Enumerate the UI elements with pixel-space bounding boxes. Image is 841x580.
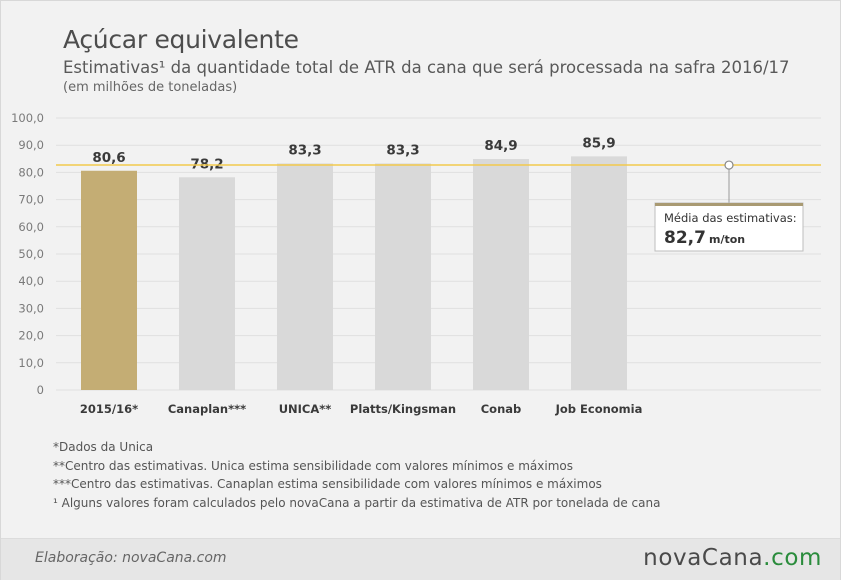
category-label: Platts/Kingsman	[350, 402, 456, 416]
category-label: Canaplan***	[168, 402, 246, 416]
y-tick-label: 90,0	[18, 138, 44, 152]
logo-suffix: .com	[763, 545, 822, 571]
bar	[81, 170, 137, 390]
average-callout-accent	[655, 203, 803, 206]
footnote: **Centro das estimativas. Unica estima s…	[53, 458, 573, 473]
logo-main: novaCana	[643, 545, 764, 571]
average-callout-label: Média das estimativas:	[664, 211, 797, 225]
novacana-logo: novaCana.com	[643, 545, 822, 571]
y-tick-label: 100,0	[11, 111, 44, 125]
bar	[473, 159, 529, 390]
footer-bar: Elaboração: novaCana.com novaCana.com	[1, 538, 840, 580]
y-tick-label: 20,0	[18, 329, 44, 343]
footnote: *Dados da Unica	[53, 440, 154, 454]
footnotes: *Dados da Unica **Centro das estimativas…	[53, 438, 660, 512]
y-tick-label: 60,0	[18, 220, 44, 234]
chart-unit-note: (em milhões de toneladas)	[63, 80, 238, 95]
bar-value-label: 84,9	[484, 138, 517, 154]
bar-chart: 0 10,0 20,0 30,0 40,0 50,0 60,0 70,0 80,0 90,0 100…	[11, 111, 821, 416]
category-label: Job Economia	[555, 402, 643, 416]
category-label: UNICA**	[279, 402, 332, 416]
bar	[179, 177, 235, 390]
bar	[571, 156, 627, 390]
bar-value-label: 83,3	[288, 142, 321, 158]
y-tick-label: 10,0	[18, 356, 44, 370]
y-tick-label: 50,0	[18, 247, 44, 261]
y-tick-label: 40,0	[18, 274, 44, 288]
bar-value-label: 85,9	[582, 135, 615, 151]
average-callout-box	[654, 202, 804, 252]
footnote: ¹ Alguns valores foram calculados pelo n…	[53, 495, 661, 510]
bar	[375, 163, 431, 390]
category-label: Conab	[481, 402, 522, 416]
bar	[277, 163, 333, 390]
credit-text: Elaboração: novaCana.com	[35, 550, 227, 566]
average-callout-unit: m/ton	[709, 233, 745, 246]
average-callout-value: 82,7	[664, 228, 706, 248]
chart-title: Açúcar equivalente	[63, 25, 299, 54]
footnote: ***Centro das estimativas. Canaplan esti…	[53, 477, 602, 491]
average-marker	[724, 160, 734, 170]
bar-value-label: 83,3	[386, 142, 419, 158]
category-label: 2015/16*	[80, 402, 138, 416]
y-tick-label: 0	[37, 383, 44, 397]
y-tick-label: 70,0	[18, 193, 44, 207]
y-tick-label: 80,0	[18, 165, 44, 179]
chart-subtitle: Estimativas¹ da quantidade total de ATR …	[63, 58, 790, 77]
bar-value-label: 80,6	[92, 150, 125, 166]
y-tick-label: 30,0	[18, 301, 44, 315]
bar-value-label: 78,2	[190, 156, 223, 172]
